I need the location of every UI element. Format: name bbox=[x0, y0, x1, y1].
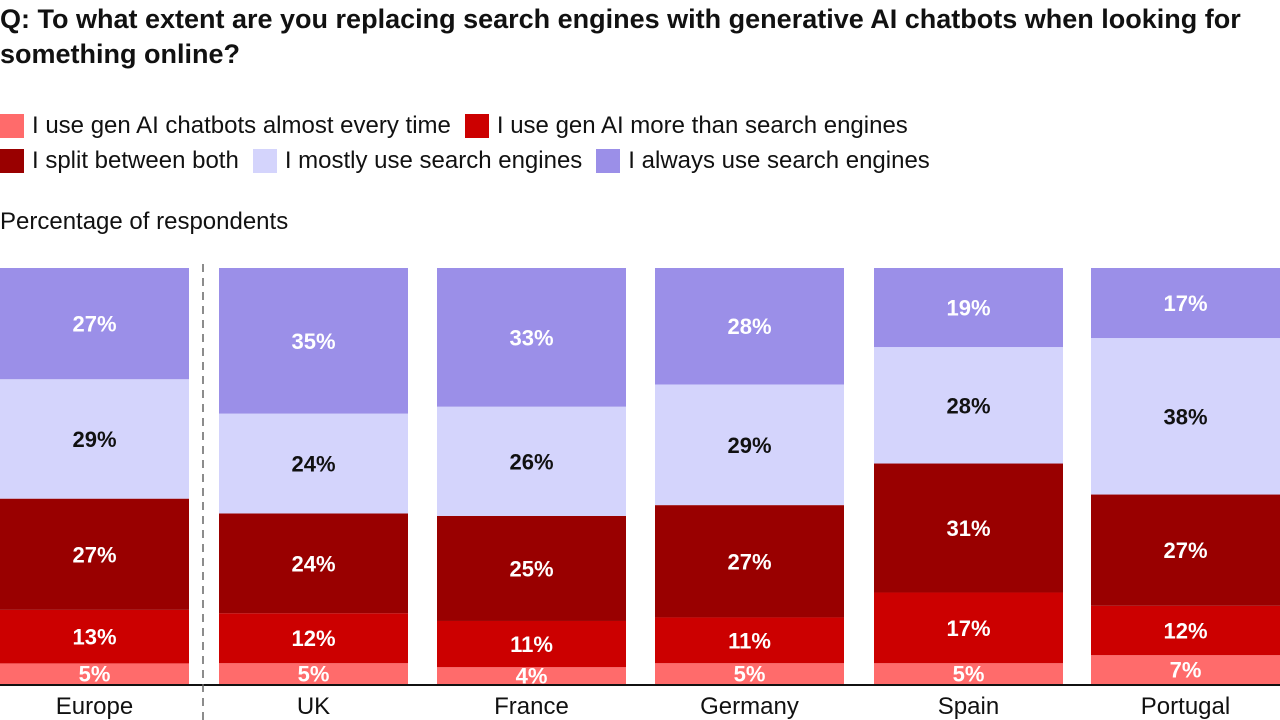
legend: I use gen AI chatbots almost every time … bbox=[0, 108, 944, 178]
bar-segment bbox=[219, 268, 408, 414]
data-label: 38% bbox=[1163, 404, 1207, 429]
data-label: 25% bbox=[509, 556, 553, 581]
legend-swatch bbox=[0, 113, 24, 138]
bar-segment bbox=[655, 617, 844, 664]
data-label: 11% bbox=[510, 632, 553, 657]
bar-segment bbox=[0, 268, 189, 380]
data-label: 33% bbox=[509, 325, 553, 350]
data-label: 19% bbox=[946, 296, 990, 321]
bar-segment bbox=[0, 379, 189, 499]
legend-label: I use gen AI more than search engines bbox=[496, 112, 908, 139]
x-tick-label: France bbox=[494, 693, 569, 720]
legend-label: I use gen AI chatbots almost every time bbox=[32, 112, 451, 139]
legend-swatch bbox=[596, 148, 621, 173]
bar-segment bbox=[0, 609, 189, 664]
legend-label: I split between both bbox=[32, 147, 239, 174]
x-tick-label: Europe bbox=[56, 693, 133, 720]
legend-item: I use gen AI chatbots almost every time bbox=[0, 108, 451, 143]
data-label: 7% bbox=[1170, 658, 1202, 683]
bar-segment bbox=[219, 513, 408, 614]
data-label: 17% bbox=[1163, 291, 1207, 316]
bar-segment bbox=[1091, 338, 1280, 495]
bar-segment bbox=[219, 613, 408, 664]
bar-segment bbox=[0, 663, 189, 684]
bar-segment bbox=[655, 663, 844, 684]
legend-swatch bbox=[464, 113, 489, 138]
bar-segment bbox=[437, 406, 626, 516]
bar-segment bbox=[874, 347, 1063, 464]
bar-segment bbox=[437, 268, 626, 407]
x-tick-label: Portugal bbox=[1141, 693, 1230, 720]
data-label: 27% bbox=[1163, 538, 1207, 563]
data-label: 27% bbox=[72, 542, 116, 567]
bar-segment bbox=[219, 413, 408, 514]
legend-item: I use gen AI more than search engines bbox=[464, 108, 908, 143]
data-label: 29% bbox=[727, 433, 771, 458]
data-label: 12% bbox=[291, 626, 335, 651]
data-label: 29% bbox=[72, 427, 116, 452]
data-label: 13% bbox=[72, 625, 116, 650]
data-label: 11% bbox=[728, 628, 771, 653]
data-label: 5% bbox=[953, 662, 985, 687]
legend-row: I split between both I mostly use search… bbox=[0, 143, 944, 178]
data-label: 27% bbox=[72, 312, 116, 337]
x-tick-label: UK bbox=[297, 693, 330, 720]
legend-row: I use gen AI chatbots almost every time … bbox=[0, 108, 944, 143]
data-label: 28% bbox=[727, 314, 771, 339]
bar-segment bbox=[874, 592, 1063, 664]
data-label: 35% bbox=[291, 329, 335, 354]
legend-item: I always use search engines bbox=[596, 143, 930, 178]
data-label: 24% bbox=[291, 551, 335, 576]
data-label: 28% bbox=[946, 393, 990, 418]
data-label: 17% bbox=[946, 616, 990, 641]
bar-segment bbox=[437, 667, 626, 684]
bar-segment bbox=[1091, 655, 1280, 684]
data-label: 5% bbox=[79, 662, 111, 687]
bar-segment bbox=[1091, 494, 1280, 606]
legend-swatch bbox=[252, 148, 277, 173]
bar-segment bbox=[874, 268, 1063, 348]
bar-segment bbox=[437, 620, 626, 668]
legend-label: I always use search engines bbox=[628, 147, 930, 174]
legend-item: I mostly use search engines bbox=[252, 143, 583, 178]
y-axis-label: Percentage of respondents bbox=[0, 208, 289, 235]
legend-item: I split between both bbox=[0, 143, 239, 178]
legend-swatch bbox=[0, 148, 24, 173]
x-tick-label: Germany bbox=[700, 693, 799, 720]
bar-segment bbox=[874, 663, 1063, 684]
data-label: 24% bbox=[291, 452, 335, 477]
data-label: 5% bbox=[734, 662, 766, 687]
bar-segment bbox=[655, 505, 844, 618]
data-label: 26% bbox=[509, 449, 553, 474]
legend-label: I mostly use search engines bbox=[284, 147, 583, 174]
x-tick-label: Spain bbox=[938, 693, 999, 720]
bar-segment bbox=[655, 268, 844, 385]
data-label: 31% bbox=[946, 516, 990, 541]
bar-segment bbox=[0, 498, 189, 610]
bar-segment bbox=[655, 384, 844, 506]
bar-segment bbox=[219, 663, 408, 684]
chart-title: Q: To what extent are you replacing sear… bbox=[0, 4, 1241, 69]
data-label: 27% bbox=[727, 549, 771, 574]
data-label: 5% bbox=[298, 662, 330, 687]
bar-segment bbox=[1091, 268, 1280, 339]
bar-segment bbox=[1091, 605, 1280, 656]
bar-segment bbox=[874, 463, 1063, 593]
data-label: 12% bbox=[1163, 618, 1207, 643]
bar-segment bbox=[437, 515, 626, 621]
